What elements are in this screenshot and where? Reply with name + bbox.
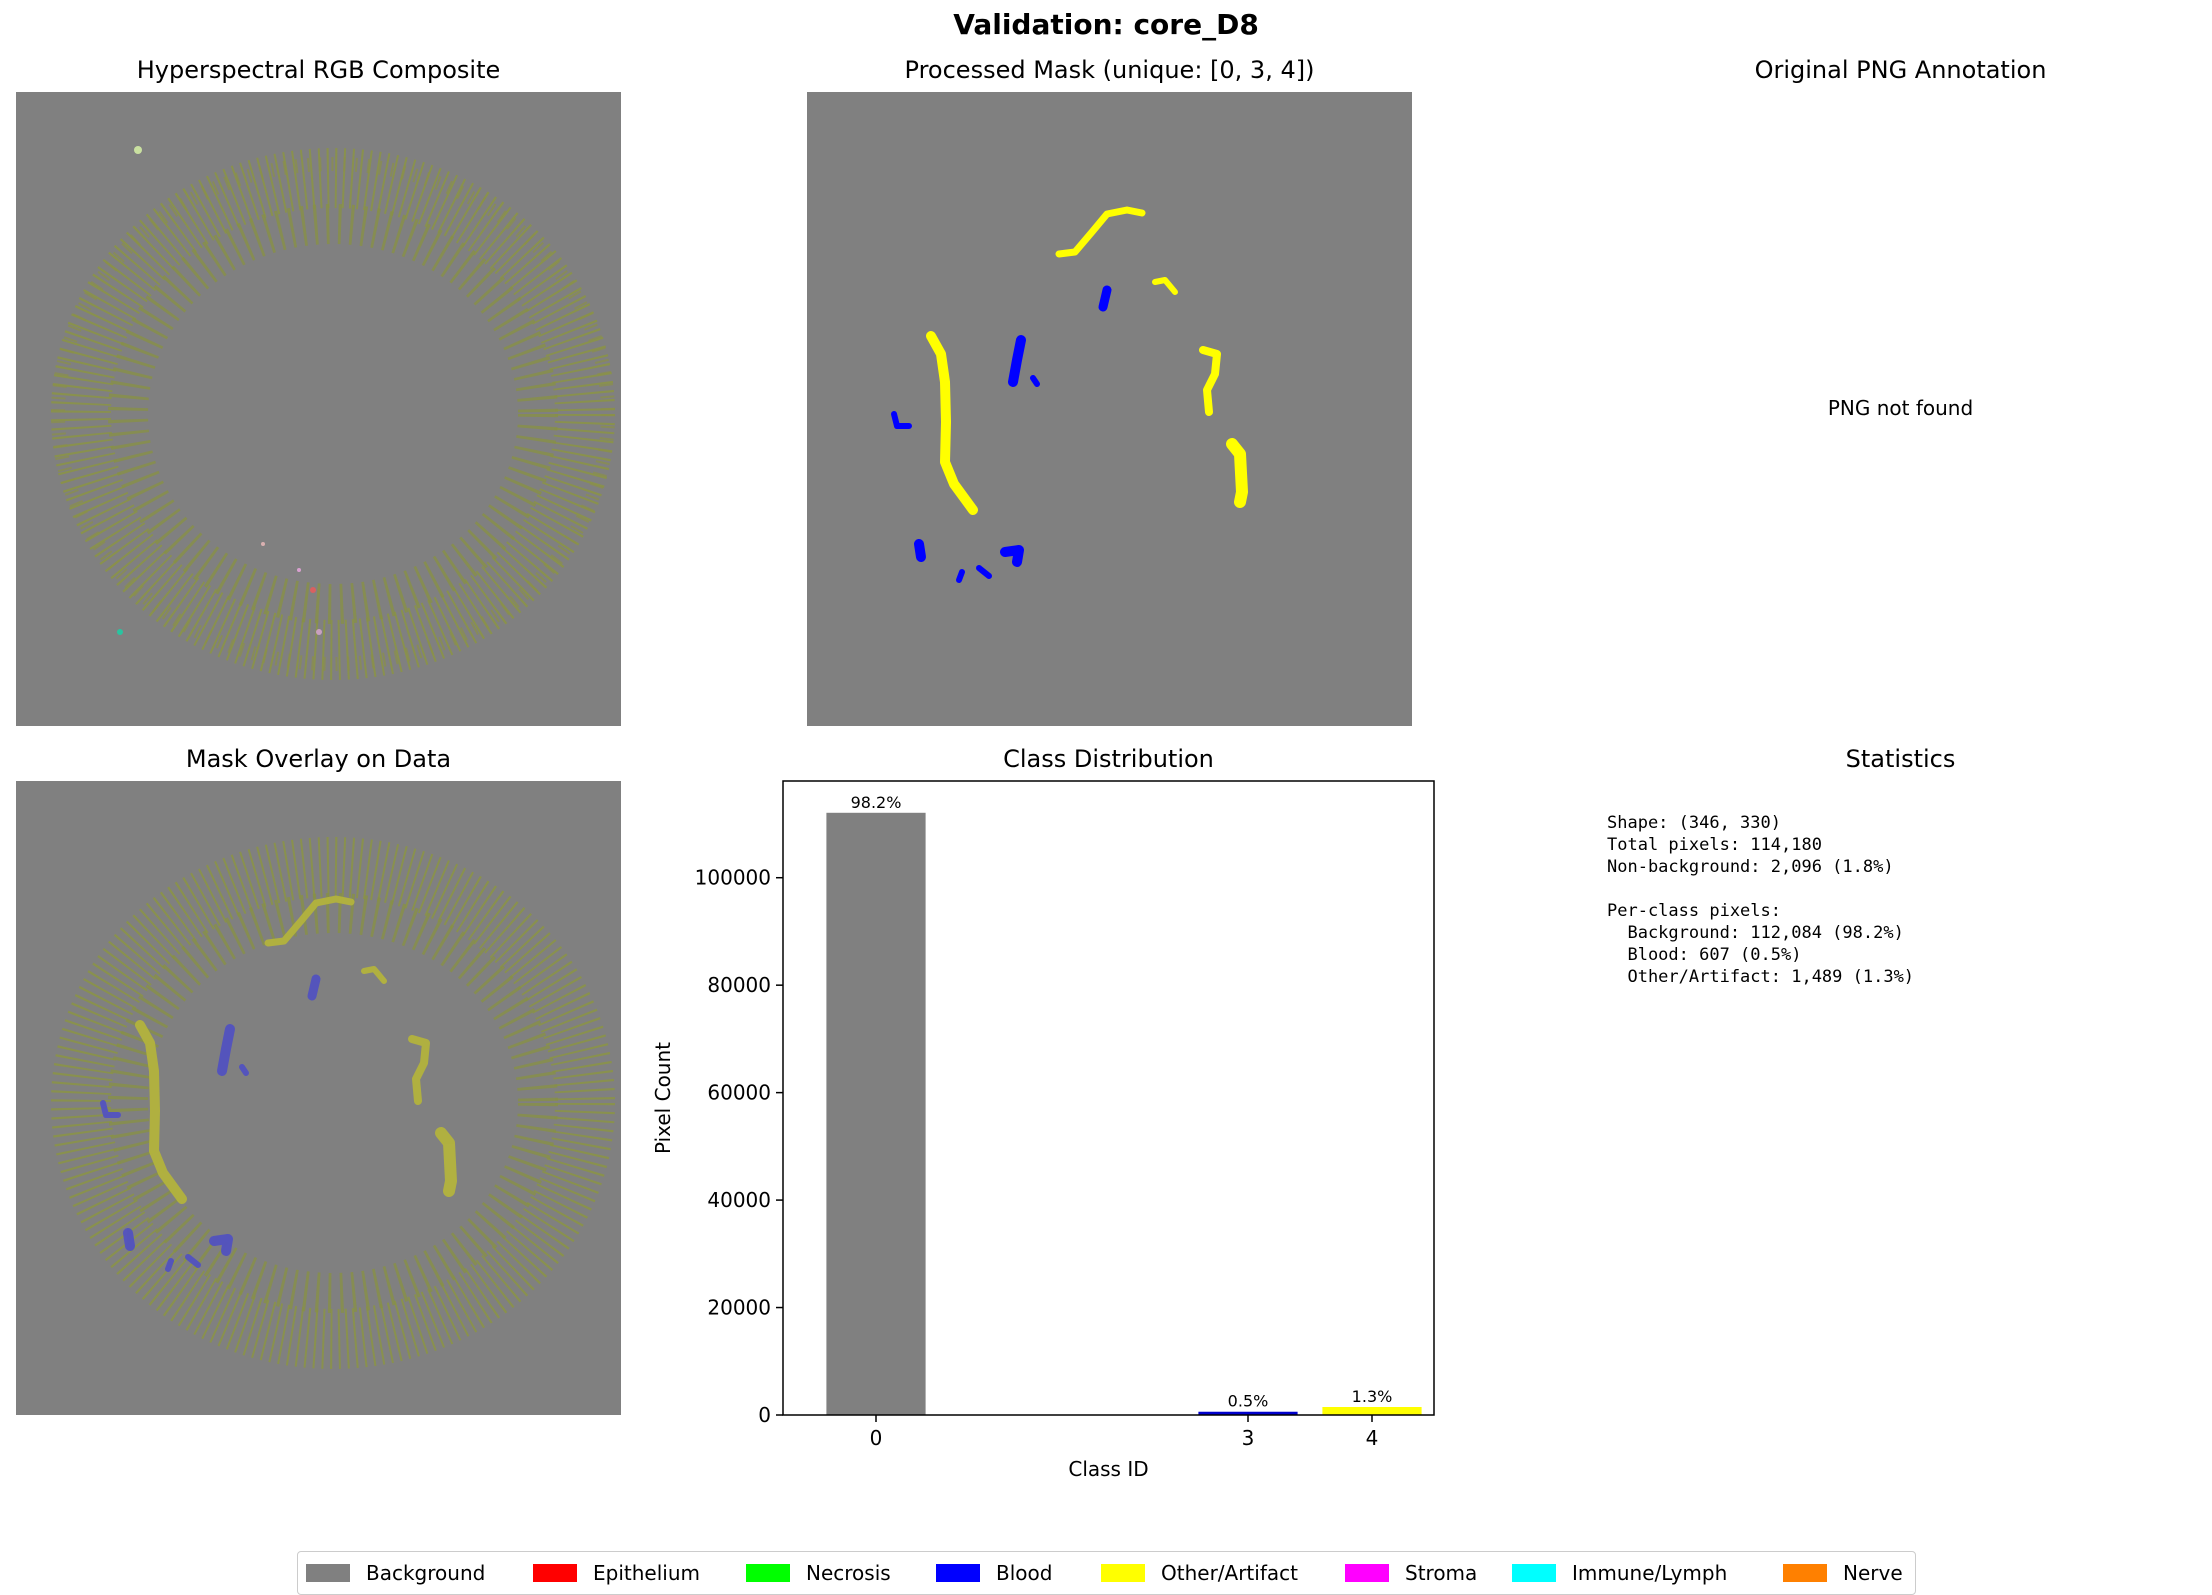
- png-panel-title: Original PNG Annotation: [1754, 56, 2047, 84]
- legend-swatch: [1783, 1564, 1827, 1582]
- legend-swatch: [306, 1564, 350, 1582]
- x-axis-label: Class ID: [1068, 1457, 1148, 1481]
- rgb-panel-title: Hyperspectral RGB Composite: [136, 56, 501, 84]
- chart-axes-frame: [782, 780, 1435, 1416]
- legend-label: Immune/Lymph: [1572, 1561, 1728, 1585]
- legend-label: Other/Artifact: [1161, 1561, 1298, 1585]
- legend-swatch: [1345, 1564, 1389, 1582]
- png-not-found-message: PNG not found: [1827, 396, 1974, 420]
- legend-item-blood: Blood: [936, 1560, 1052, 1586]
- y-axis-label: Pixel Count: [651, 1042, 675, 1154]
- processed-mask-image: [807, 92, 1412, 726]
- legend-label: Stroma: [1405, 1561, 1478, 1585]
- bar-label-class-0: 98.2%: [851, 793, 902, 812]
- legend-label: Background: [366, 1561, 486, 1585]
- bar-class-3: [1198, 1411, 1298, 1415]
- statistics-text: Shape: (346, 330) Total pixels: 114,180 …: [1607, 813, 1915, 987]
- legend-item-background: Background: [306, 1560, 485, 1586]
- y-tick-label: 40000: [707, 1188, 771, 1212]
- legend-swatch: [1101, 1564, 1145, 1582]
- bar-label-class-4: 1.3%: [1352, 1387, 1393, 1406]
- legend-label: Epithelium: [593, 1561, 700, 1585]
- y-tick-label: 60000: [707, 1081, 771, 1105]
- legend-swatch: [936, 1564, 980, 1582]
- bar-class-0: [826, 812, 926, 1415]
- overlay-panel-title: Mask Overlay on Data: [185, 745, 452, 773]
- x-tick-label: 3: [1242, 1426, 1255, 1450]
- legend-label: Nerve: [1843, 1561, 1903, 1585]
- class-legend: Background Epithelium Necrosis Blood Oth…: [297, 1551, 1916, 1595]
- y-tick-label: 100000: [695, 866, 771, 890]
- legend-label: Necrosis: [806, 1561, 891, 1585]
- x-tick-label: 0: [870, 1426, 883, 1450]
- mask-panel-title: Processed Mask (unique: [0, 3, 4]): [904, 56, 1315, 84]
- chart-title: Class Distribution: [1003, 745, 1214, 773]
- legend-item-stroma: Stroma: [1345, 1560, 1477, 1586]
- mask-overlay-image: [16, 781, 621, 1415]
- figure-title: Validation: core_D8: [953, 8, 1259, 41]
- legend-item-epithelium: Epithelium: [533, 1560, 700, 1586]
- legend-item-immune-lymph: Immune/Lymph: [1512, 1560, 1727, 1586]
- x-tick-label: 4: [1366, 1426, 1379, 1450]
- legend-swatch: [746, 1564, 790, 1582]
- legend-item-other-artifact: Other/Artifact: [1101, 1560, 1298, 1586]
- y-tick-label: 0: [758, 1403, 771, 1427]
- y-tick-label: 20000: [707, 1296, 771, 1320]
- legend-item-nerve: Nerve: [1783, 1560, 1903, 1586]
- stats-panel-title: Statistics: [1845, 745, 1956, 773]
- legend-item-necrosis: Necrosis: [746, 1560, 891, 1586]
- rgb-composite-image: [16, 92, 621, 726]
- bar-label-class-3: 0.5%: [1228, 1392, 1269, 1411]
- y-tick-label: 80000: [707, 973, 771, 997]
- legend-swatch: [1512, 1564, 1556, 1582]
- bar-class-4: [1322, 1406, 1422, 1415]
- legend-swatch: [533, 1564, 577, 1582]
- legend-label: Blood: [996, 1561, 1053, 1585]
